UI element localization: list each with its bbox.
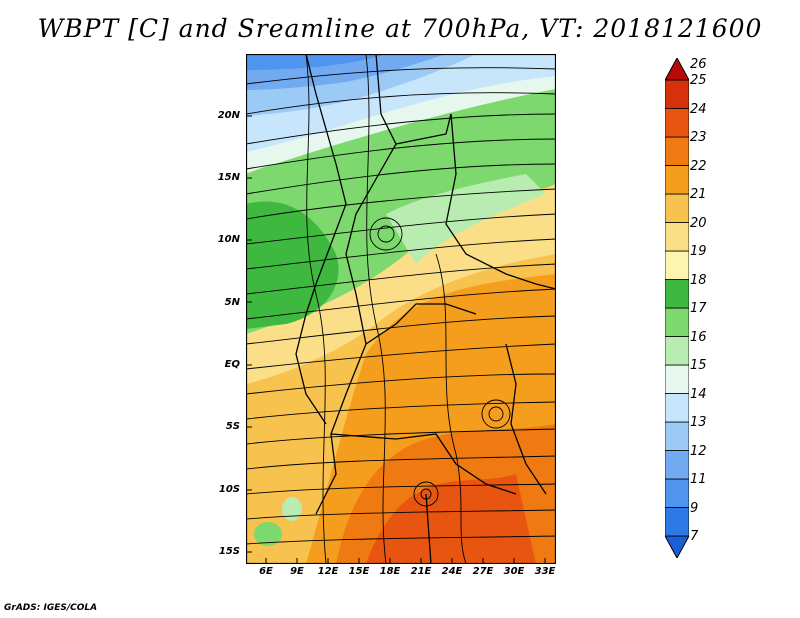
colorbar-label: 16 <box>690 329 707 345</box>
lon-label-24e: 24E <box>441 566 463 577</box>
colorbar-segment <box>665 364 689 394</box>
colorbar-label: 15 <box>690 358 707 373</box>
wbpt-field-18 <box>246 201 339 329</box>
map-panel <box>246 54 556 564</box>
colorbar <box>665 58 689 558</box>
colorbar-label: 12 <box>690 443 707 459</box>
map-ticks <box>246 115 546 564</box>
colorbar-segment <box>665 58 689 81</box>
colorbar-segment <box>665 250 689 280</box>
wbpt-field-19 <box>246 184 556 384</box>
wbpt-field-24 <box>366 474 536 564</box>
colorbar-label: 18 <box>690 272 707 288</box>
colorbar-segment <box>665 478 689 508</box>
lat-label-10n: 10N <box>217 234 240 245</box>
colorbar-label: 9 <box>690 500 699 516</box>
colorbar-segment <box>665 193 689 223</box>
lon-label-21e: 21E <box>410 566 432 577</box>
streamlines <box>246 54 556 564</box>
colorbar-label: 21 <box>690 187 707 202</box>
colorbar-label: 25 <box>690 73 707 88</box>
colorbar-segment <box>665 507 689 537</box>
map-title: WBPT [C] and Sreamline at 700hPa, VT: 20… <box>37 14 763 43</box>
colorbar-segment <box>665 393 689 423</box>
colorbar-segment <box>665 336 689 366</box>
colorbar-label: 7 <box>690 529 699 544</box>
lat-label-15n: 15N <box>217 172 240 183</box>
colorbar-segment <box>665 79 689 109</box>
lon-label-18e: 18E <box>379 566 401 577</box>
colorbar-label: 24 <box>690 101 707 117</box>
lat-label-10s: 10S <box>218 484 240 495</box>
colorbar-segment <box>665 165 689 195</box>
wbpt-field-17-spot <box>282 497 302 521</box>
wbpt-field-11 <box>246 54 386 70</box>
colorbar-label: 20 <box>690 215 707 231</box>
colorbar-label: 19 <box>690 244 707 259</box>
colorbar-segment <box>665 222 689 252</box>
lat-label-5n: 5N <box>224 297 240 308</box>
colorbar-segment <box>665 535 689 558</box>
lon-label-12e: 12E <box>317 566 339 577</box>
country-borders <box>295 54 556 564</box>
colorbar-label: 13 <box>690 415 707 430</box>
colorbar-segment <box>665 136 689 166</box>
colorbar-label: 11 <box>690 472 707 487</box>
footer-credit: GrADS: IGES/COLA <box>4 603 98 613</box>
colorbar-label: 14 <box>690 386 707 402</box>
colorbar-label: 23 <box>690 130 707 145</box>
map-frame <box>246 54 556 564</box>
wbpt-field-16 <box>386 174 546 264</box>
lon-label-33e: 33E <box>534 566 556 577</box>
lat-label-15s: 15S <box>218 546 240 557</box>
lon-label-30e: 30E <box>503 566 525 577</box>
lat-label-eq: EQ <box>224 359 240 370</box>
colorbar-segment <box>665 307 689 337</box>
colorbar-segment <box>665 108 689 138</box>
colorbar-segment <box>665 450 689 480</box>
lon-label-9e: 9E <box>290 566 304 577</box>
lon-label-15e: 15E <box>348 566 370 577</box>
lat-label-5s: 5S <box>225 421 240 432</box>
lon-label-27e: 27E <box>472 566 494 577</box>
colorbar-label: 22 <box>690 158 707 174</box>
colorbar-segment <box>665 421 689 451</box>
colorbar-segment <box>665 279 689 309</box>
lat-label-20n: 20N <box>217 110 240 121</box>
colorbar-label: 26 <box>690 57 707 72</box>
colorbar-label: 17 <box>690 301 707 316</box>
wbpt-field-17-spot <box>254 522 282 546</box>
lon-label-6e: 6E <box>259 566 273 577</box>
